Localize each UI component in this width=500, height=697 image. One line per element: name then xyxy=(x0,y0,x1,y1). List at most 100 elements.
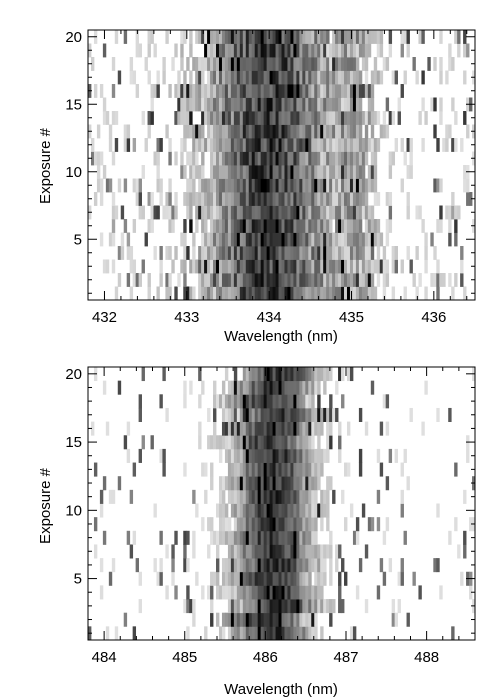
heatmap-cell xyxy=(281,124,285,139)
heatmap-cell xyxy=(314,612,318,627)
heatmap-cell xyxy=(227,558,232,573)
heatmap-cell xyxy=(227,192,232,206)
heatmap-cell xyxy=(186,151,190,166)
heatmap-cell xyxy=(213,70,217,85)
heatmap-cell xyxy=(233,151,238,166)
heatmap-cell xyxy=(90,421,95,436)
heatmap-cell xyxy=(236,503,241,518)
heatmap-cell xyxy=(96,151,101,166)
heatmap-cell xyxy=(308,599,312,614)
heatmap-cell xyxy=(233,97,238,112)
heatmap-cell xyxy=(266,97,270,112)
x-tick-label: 435 xyxy=(339,309,364,326)
heatmap-cell xyxy=(329,70,333,85)
heatmap-cell xyxy=(317,599,321,614)
heatmap-cell xyxy=(218,178,223,193)
heatmap-cell xyxy=(373,259,378,274)
heatmap-cell xyxy=(469,192,473,206)
heatmap-cell xyxy=(132,259,137,274)
heatmap-cell xyxy=(204,246,208,260)
heatmap-cell xyxy=(233,165,238,179)
heatmap-cell xyxy=(317,380,321,395)
heatmap-cell xyxy=(308,84,312,98)
heatmap-cell xyxy=(376,70,381,85)
heatmap-cell xyxy=(433,178,437,193)
heatmap-cell xyxy=(207,192,211,206)
heatmap-cell xyxy=(317,151,321,166)
heatmap-cell xyxy=(326,124,330,139)
heatmap-cell xyxy=(245,151,250,166)
heatmap-cell xyxy=(323,599,327,614)
heatmap-cell xyxy=(358,30,363,44)
heatmap-cell xyxy=(230,70,235,85)
heatmap-cell xyxy=(263,30,268,44)
heatmap-cell xyxy=(317,178,321,193)
heatmap-cell xyxy=(293,219,297,233)
heatmap-cell xyxy=(433,57,437,71)
heatmap-cell xyxy=(287,111,291,125)
heatmap-cell xyxy=(290,558,294,573)
heatmap-cell xyxy=(126,232,131,247)
heatmap-cell xyxy=(233,205,238,220)
heatmap-cell xyxy=(352,273,357,287)
heatmap-cell xyxy=(382,246,387,260)
heatmap-cell xyxy=(299,489,303,504)
heatmap-cell xyxy=(320,192,324,206)
heatmap-cell xyxy=(349,57,354,71)
heatmap-cell xyxy=(332,489,336,504)
heatmap-cell xyxy=(305,380,309,395)
heatmap-cell xyxy=(463,165,467,179)
heatmap-cell xyxy=(239,43,244,58)
heatmap-cell xyxy=(141,205,145,220)
heatmap-cell xyxy=(227,530,232,545)
heatmap-cell xyxy=(218,124,223,139)
heatmap-cell xyxy=(287,599,291,614)
heatmap-cell xyxy=(341,57,345,71)
heatmap-cell xyxy=(317,43,321,58)
heatmap-cell xyxy=(290,232,294,247)
heatmap-cell xyxy=(406,43,410,58)
heatmap-cell xyxy=(168,286,172,301)
heatmap-cell xyxy=(451,626,455,641)
heatmap-cell xyxy=(305,530,309,545)
heatmap-cell xyxy=(302,246,306,260)
x-tick-label: 436 xyxy=(421,309,446,326)
heatmap-cell xyxy=(275,84,279,98)
heatmap-cell xyxy=(287,219,291,233)
heatmap-cell xyxy=(400,43,404,58)
heatmap-cell xyxy=(341,286,345,301)
heatmap-cell xyxy=(323,286,327,301)
heatmap-cell xyxy=(150,435,154,450)
heatmap-cell xyxy=(269,626,273,641)
heatmap-cell xyxy=(287,448,291,463)
heatmap-cell xyxy=(195,30,199,44)
heatmap-cell xyxy=(263,421,268,436)
heatmap-cell xyxy=(329,124,333,139)
heatmap-cell xyxy=(361,165,366,179)
heatmap-cell xyxy=(266,462,270,477)
heatmap-cell xyxy=(281,476,285,491)
heatmap-cell xyxy=(338,273,342,287)
heatmap-cell xyxy=(284,30,288,44)
heatmap-cell xyxy=(245,124,250,139)
heatmap-cell xyxy=(213,273,217,287)
heatmap-cell xyxy=(207,124,211,139)
heatmap-cell xyxy=(239,232,244,247)
heatmap-cell xyxy=(329,43,333,58)
heatmap-cell xyxy=(254,70,259,85)
heatmap-cell xyxy=(338,124,342,139)
heatmap-cell xyxy=(254,151,259,166)
heatmap-cell xyxy=(290,585,294,600)
heatmap-cell xyxy=(358,259,363,274)
heatmap-cell xyxy=(442,273,446,287)
heatmap-cell xyxy=(382,394,387,409)
heatmap-cell xyxy=(192,530,196,545)
heatmap-cell xyxy=(284,232,288,247)
heatmap-cell xyxy=(147,111,151,125)
heatmap-cell xyxy=(210,70,214,85)
heatmap-cell xyxy=(242,97,247,112)
heatmap-cell xyxy=(338,97,342,112)
heatmap-cell xyxy=(236,165,241,179)
heatmap-cell xyxy=(329,111,333,125)
